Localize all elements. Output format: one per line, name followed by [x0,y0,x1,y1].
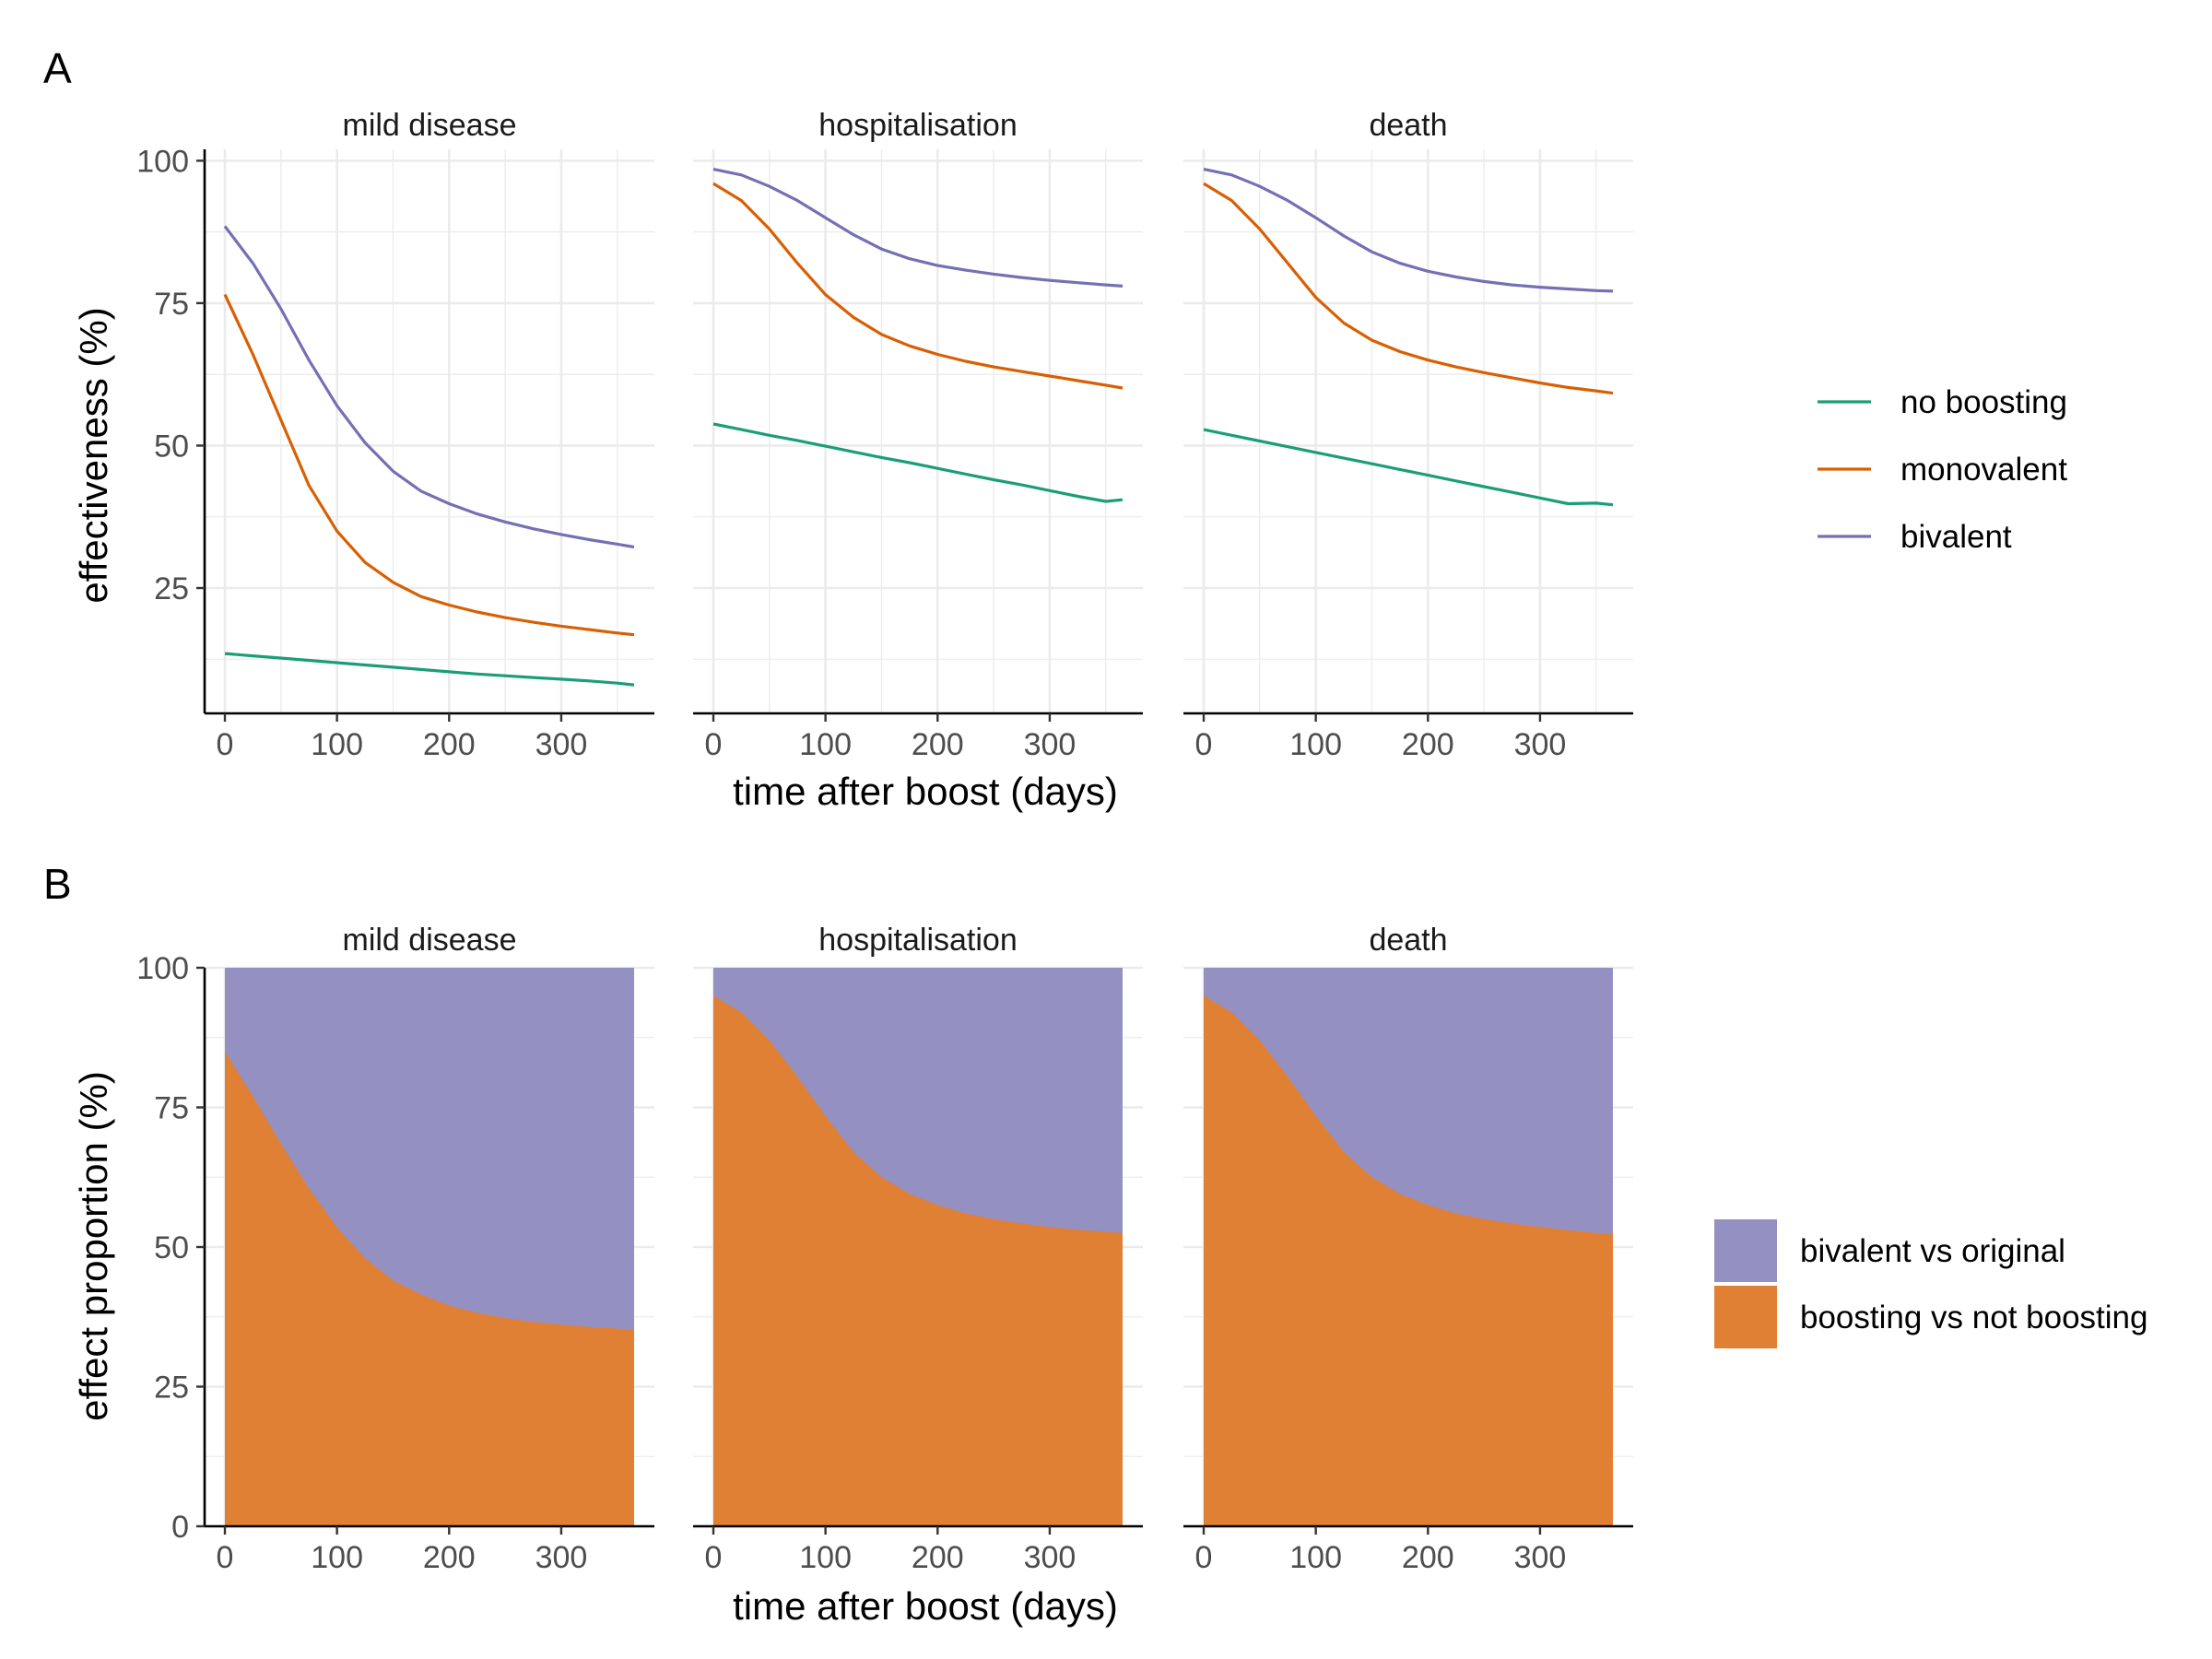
facet-b-mild-disease: mild disease 0 100 200 300 [205,923,654,1575]
legend-label-monovalent: monovalent [1900,452,2067,488]
series-line-no-boosting-hospitalisation [712,422,1124,503]
x-tick-label: 0 [217,727,234,762]
y-tick-label: 100 [136,144,189,179]
facet-title-death: death [1369,923,1447,958]
x-tick-label: 200 [423,727,476,762]
x-tick-label: 100 [799,727,852,762]
facet-b-death: death 0 100 200 300 [1183,923,1633,1575]
x-tick-label: 0 [1195,727,1213,762]
y-tick-label: 75 [154,1091,189,1126]
x-tick-label: 200 [1402,1540,1454,1575]
area-boosting-vs-not-boosting-mild-disease [225,1051,634,1526]
facet-title-hospitalisation: hospitalisation [818,108,1017,143]
panel-a-y-axis-title: effectiveness (%) [72,307,115,603]
series-line-bivalent-death [1203,168,1614,293]
y-tick-label: 50 [154,1230,189,1265]
x-tick-label: 200 [423,1540,476,1575]
y-tick-label: 0 [171,1510,189,1545]
facet-title-death: death [1369,108,1447,143]
x-tick-label: 300 [1024,727,1077,762]
legend-panel-a: no boosting monovalent bivalent [1818,384,2067,555]
x-tick-label: 200 [912,1540,964,1575]
legend-label-boosting-vs-not-boosting: boosting vs not boosting [1800,1300,2147,1335]
legend-label-bivalent: bivalent [1900,519,2012,555]
facet-a-hospitalisation: hospitalisation 0 100 200 300 [693,108,1143,762]
x-tick-label: 0 [217,1540,234,1575]
facet-title-mild-disease: mild disease [343,923,517,958]
x-tick-label: 100 [311,1540,363,1575]
x-tick-label: 300 [1514,727,1567,762]
x-tick-label: 100 [311,727,363,762]
series-line-bivalent-mild-disease [223,225,635,549]
y-tick-label: 100 [136,951,189,986]
area-boosting-vs-not-boosting-death [1204,995,1613,1526]
legend-label-no-boosting: no boosting [1900,384,2067,420]
panel-b-x-axis-title: time after boost (days) [733,1584,1118,1628]
facet-title-hospitalisation: hospitalisation [818,923,1017,958]
legend-label-bivalent-vs-original: bivalent vs original [1800,1233,2065,1269]
series-line-monovalent-hospitalisation [712,182,1124,390]
x-tick-label: 0 [705,727,723,762]
series-line-monovalent-mild-disease [223,293,635,637]
facet-a-mild-disease: mild disease 0 100 200 300 [205,108,654,762]
x-tick-label: 300 [1024,1540,1077,1575]
series-line-bivalent-hospitalisation [712,168,1124,288]
series-line-no-boosting-mild-disease [224,652,635,687]
x-tick-label: 200 [1402,727,1454,762]
y-tick-label: 50 [154,429,189,464]
legend-key-boosting-vs-not-boosting [1714,1286,1777,1348]
x-tick-label: 100 [1289,1540,1342,1575]
x-tick-label: 100 [799,1540,852,1575]
chart-panel-b: mild disease 0 100 200 300 hospitalisation 0 10… [136,923,1633,1575]
panel-a-x-axis-title: time after boost (days) [733,770,1118,813]
x-tick-label: 100 [1289,727,1342,762]
x-tick-label: 300 [535,1540,588,1575]
legend-panel-b: bivalent vs original boosting vs not boos… [1714,1219,2147,1348]
area-boosting-vs-not-boosting-hospitalisation [713,995,1123,1526]
x-tick-label: 300 [535,727,588,762]
x-tick-label: 300 [1514,1540,1567,1575]
facet-a-death: death 0 100 200 300 [1183,108,1633,762]
series-line-no-boosting-death [1203,428,1614,507]
y-tick-label: 25 [154,571,189,606]
x-tick-label: 200 [912,727,964,762]
panel-b-letter: B [43,860,72,908]
y-tick-label: 25 [154,1371,189,1406]
y-tick-label: 75 [154,287,189,322]
facet-b-hospitalisation: hospitalisation 0 100 200 300 [693,923,1143,1575]
legend-key-bivalent-vs-original [1714,1219,1777,1282]
panel-b-y-axis-title: effect proportion (%) [72,1071,115,1421]
panel-a-letter: A [43,44,72,92]
chart-panel-a: mild disease 0 100 200 300 hospitalisation 0 10… [136,108,1633,762]
x-tick-label: 0 [705,1540,723,1575]
x-tick-label: 0 [1195,1540,1213,1575]
facet-title-mild-disease: mild disease [343,108,517,143]
series-line-monovalent-death [1203,182,1614,395]
